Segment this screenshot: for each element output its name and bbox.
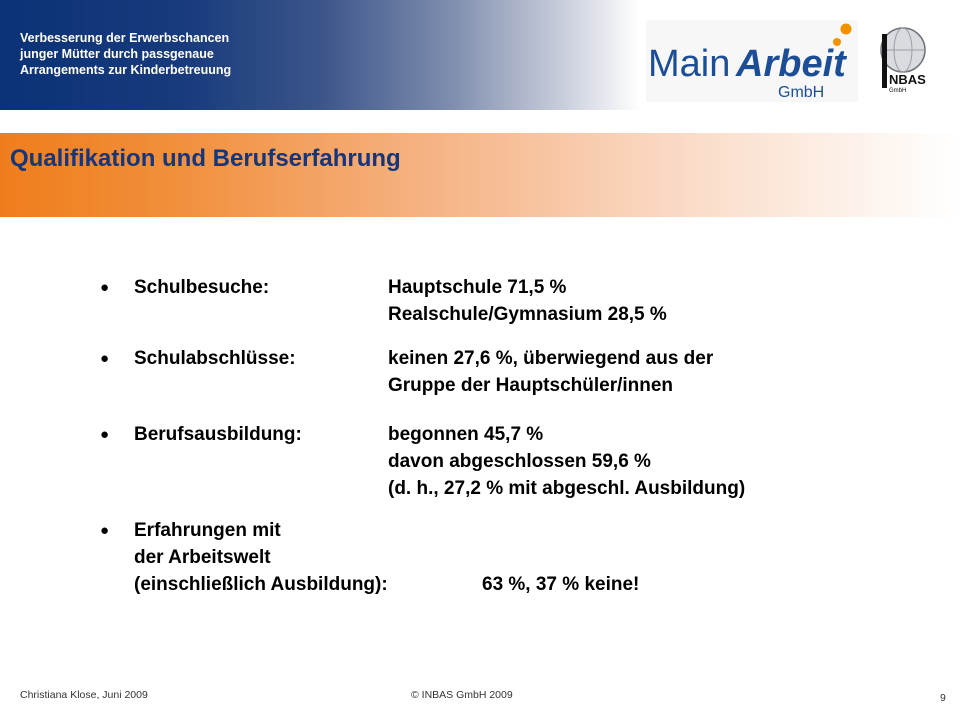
inbas-logo-text: NBAS	[889, 72, 926, 87]
logo-dot	[833, 38, 841, 46]
logo-dot	[840, 23, 852, 35]
mainarbeit-logo-gmbh: GmbH	[778, 84, 824, 101]
section-title: Qualifikation und Berufserfahrung	[10, 145, 401, 172]
section-band	[0, 133, 960, 217]
mainarbeit-logo: Main Arbeit GmbH	[646, 20, 858, 102]
mainarbeit-logo-main: Main	[648, 43, 730, 85]
mainarbeit-logo-arbeit: Arbeit	[735, 43, 847, 85]
item-values: 63 %, 37 % keine!	[482, 571, 639, 598]
item-label-line: Berufsausbildung:	[134, 424, 302, 445]
footer-copyright: © INBAS GmbH 2009	[411, 689, 513, 701]
inbas-logo-bar	[882, 34, 887, 88]
bullet-icon: ●	[100, 426, 110, 443]
project-title-line: Arrangements zur Kinderbetreuung	[20, 63, 232, 77]
header-band	[0, 0, 640, 110]
project-title-line: Verbesserung der Erwerbschancen	[20, 31, 230, 45]
item-label-line: Schulbesuche:	[134, 277, 270, 298]
item-value-line: Gruppe der Hauptschüler/innen	[388, 375, 674, 396]
item-value-line: Realschule/Gymnasium 28,5 %	[388, 304, 667, 325]
inbas-logo-gmbh: GmbH	[889, 88, 906, 94]
item-value-line: (d. h., 27,2 % mit abgeschl. Ausbildung)	[388, 478, 746, 499]
item-values: begonnen 45,7 % davon abgeschlossen 59,6…	[388, 421, 745, 502]
item-value-line: keinen 27,6 %, überwiegend aus der	[388, 348, 714, 369]
item-value-line: davon abgeschlossen 59,6 %	[388, 451, 651, 472]
item-label: Berufsausbildung:	[134, 421, 302, 448]
item-label-line: (einschließlich Ausbildung):	[134, 574, 388, 595]
item-value-line: 63 %, 37 % keine!	[482, 574, 640, 595]
item-value-line: begonnen 45,7 %	[388, 424, 544, 445]
project-title: Verbesserung der Erwerbschancen junger M…	[20, 30, 320, 78]
item-label: Schulbesuche:	[134, 274, 269, 301]
item-label-line: Erfahrungen mit	[134, 520, 281, 541]
bullet-icon: ●	[100, 522, 110, 539]
page-number: 9	[940, 692, 946, 704]
item-label-line: der Arbeitswelt	[134, 547, 271, 568]
bullet-icon: ●	[100, 350, 110, 367]
item-values: Hauptschule 71,5 % Realschule/Gymnasium …	[388, 274, 667, 328]
item-label: Schulabschlüsse:	[134, 345, 296, 372]
project-title-line: junger Mütter durch passgenaue	[20, 47, 214, 61]
footer-author: Christiana Klose, Juni 2009	[20, 689, 148, 701]
inbas-logo: NBAS GmbH	[880, 27, 926, 94]
item-values: keinen 27,6 %, überwiegend aus der Grupp…	[388, 345, 713, 399]
item-label: Erfahrungen mit der Arbeitswelt (einschl…	[134, 517, 388, 598]
item-label-line: Schulabschlüsse:	[134, 348, 296, 369]
bullet-icon: ●	[100, 279, 110, 296]
item-value-line: Hauptschule 71,5 %	[388, 277, 567, 298]
